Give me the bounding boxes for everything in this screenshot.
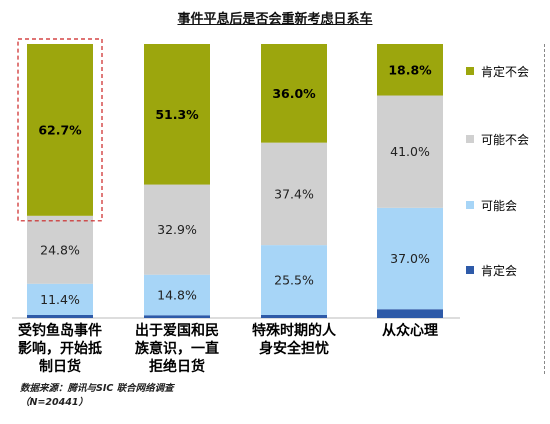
- data-label-2-series-4: 51.3%: [155, 107, 199, 122]
- data-label-3-series-2: 25.5%: [274, 273, 314, 288]
- category-label-line: 身安全担忧: [259, 341, 329, 357]
- data-label-4-series-3: 41.0%: [390, 144, 430, 159]
- legend-label-2: 可能不会: [481, 133, 529, 147]
- category-label-2: 出于爱国和民 族意识，一直 拒绝日货: [122, 322, 232, 376]
- data-label-4-series-2: 37.0%: [390, 251, 430, 266]
- bar-segment-3-series-1: [261, 314, 327, 318]
- bar-segment-4-series-1: [377, 309, 443, 318]
- highlight-box: [17, 38, 103, 222]
- legend-label-1: 肯定不会: [481, 64, 529, 79]
- category-label-3: 特殊时期的人 身安全担忧: [239, 322, 349, 358]
- category-label-line: 影响，开始抵: [18, 341, 102, 357]
- bar-segment-1-series-2: [27, 283, 93, 315]
- bar-segment-1-series-1: [27, 314, 93, 318]
- category-label-4: 从众心理: [355, 322, 465, 340]
- data-label-1-series-4: 62.7%: [38, 122, 82, 137]
- category-label-line: 出于爱国和民: [135, 323, 219, 339]
- bar-segment-2-series-4: [144, 44, 210, 185]
- legend-swatch-4: [466, 266, 474, 274]
- data-label-2-series-2: 14.8%: [157, 287, 197, 302]
- category-label-line: 特殊时期的人: [252, 323, 336, 339]
- bar-segment-4-series-2: [377, 207, 443, 310]
- bar-segment-1-series-4: [27, 44, 93, 216]
- legend-label-3: 可能会: [481, 199, 517, 213]
- legend-swatch-1: [466, 67, 474, 75]
- data-label-3-series-3: 37.4%: [274, 186, 314, 201]
- category-label-line: 制日货: [39, 359, 81, 375]
- legend-label-4: 肯定会: [481, 263, 517, 278]
- bar-segment-4-series-3: [377, 95, 443, 208]
- category-label-1: 受钓鱼岛事件 影响，开始抵 制日货: [5, 322, 115, 376]
- data-source: 数据来源：腾讯与SIC 联合网络调查 （N=20441）: [20, 382, 174, 410]
- data-label-4-series-4: 18.8%: [388, 62, 432, 77]
- bar-segment-4-series-4: [377, 44, 443, 96]
- chart-title: 事件平息后是否会重新考虑日系车: [177, 12, 373, 27]
- bar-segment-2-series-1: [144, 315, 210, 318]
- data-label-2-series-3: 32.9%: [157, 222, 197, 237]
- legend-swatch-2: [466, 135, 474, 143]
- data-label-3-series-4: 36.0%: [272, 86, 316, 101]
- data-label-1-series-3: 24.8%: [40, 242, 80, 257]
- bar-segment-3-series-4: [261, 44, 327, 143]
- bar-segment-2-series-2: [144, 274, 210, 316]
- category-label-line: 拒绝日货: [149, 359, 205, 375]
- category-label-line: 受钓鱼岛事件: [18, 323, 102, 339]
- category-label-line: 族意识，一直: [135, 341, 219, 357]
- data-label-1-series-2: 11.4%: [40, 292, 80, 307]
- right-divider: [544, 44, 545, 374]
- category-label-line: 从众心理: [382, 323, 438, 339]
- bar-segment-3-series-3: [261, 142, 327, 246]
- bar-segment-3-series-2: [261, 245, 327, 315]
- source-line-2: （N=20441）: [20, 397, 88, 408]
- bar-segment-1-series-3: [27, 215, 93, 284]
- legend-swatch-3: [466, 201, 474, 209]
- source-line-1: 数据来源：腾讯与SIC 联合网络调查: [20, 383, 174, 394]
- bar-segment-2-series-3: [144, 184, 210, 275]
